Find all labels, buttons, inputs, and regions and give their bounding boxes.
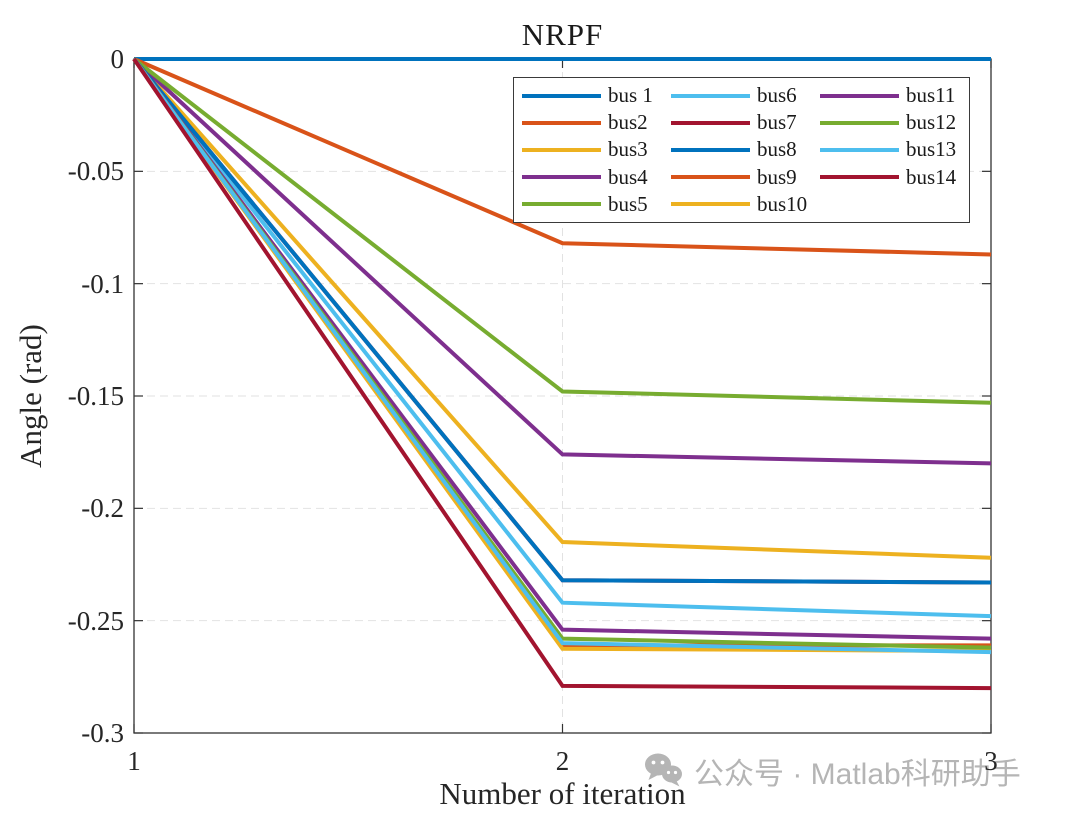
legend-item-bus9: bus9: [671, 165, 820, 190]
x-axis-label: Number of iteration: [439, 776, 686, 811]
legend-label: bus3: [608, 137, 648, 162]
legend-label: bus12: [906, 110, 957, 135]
legend-label: bus11: [906, 83, 956, 108]
legend-label: bus5: [608, 191, 648, 216]
series-line-bus8: [132, 57, 992, 585]
legend: bus 1 bus2 bus3 bus4 bus5 bus6 bus7 bus8 bus9 bus…: [513, 77, 970, 223]
legend-line-sample: [522, 93, 601, 98]
legend-line-sample: [671, 93, 750, 98]
series-line-bus3: [132, 57, 992, 560]
legend-label: bus14: [906, 164, 957, 189]
legend-label: bus13: [906, 137, 957, 162]
legend-line-sample: [671, 202, 750, 207]
series-line-bus4: [132, 57, 992, 466]
watermark-text: 公众号 · Matlab科研助手: [694, 758, 1021, 791]
wechat-icon: [645, 753, 682, 787]
series-line-bus13: [132, 57, 992, 655]
series-line-bus2: [133, 57, 992, 257]
legend-item-bus13: bus13: [820, 137, 969, 162]
legend-label: bus6: [757, 83, 797, 108]
series-line-bus5: [132, 57, 992, 405]
legend-label: bus4: [608, 164, 648, 189]
legend-item-bus3: bus3: [522, 137, 671, 162]
legend-item-bus7: bus7: [671, 110, 820, 135]
legend-item-bus11: bus11: [820, 83, 969, 108]
y-tick-label: -0.05: [67, 156, 124, 187]
grid-lines: [134, 59, 991, 733]
legend-item-bus6: bus6: [671, 83, 820, 108]
series-line-bus14: [132, 57, 992, 691]
data-series: [132, 57, 992, 691]
y-tick-label: -0.3: [81, 718, 124, 748]
legend-item-bus4: bus4: [522, 165, 671, 190]
legend-item-bus10: bus10: [671, 192, 820, 217]
legend-item-bus8: bus8: [671, 137, 820, 162]
y-tick-label: -0.25: [67, 605, 124, 636]
legend-item-bus12: bus12: [820, 110, 969, 135]
legend-line-sample: [522, 147, 601, 152]
legend-line-sample: [820, 120, 899, 125]
legend-line-sample: [820, 93, 899, 98]
legend-line-sample: [522, 175, 601, 180]
legend-line-sample: [671, 147, 750, 152]
y-tick-label: -0.15: [67, 381, 124, 411]
legend-label: bus9: [757, 164, 797, 189]
legend-item-bus2: bus2: [522, 110, 671, 135]
x-tick-label: 3: [984, 746, 998, 776]
legend-item-bus1: bus 1: [522, 83, 671, 108]
series-line-bus6: [132, 57, 992, 619]
legend-line-sample: [820, 147, 899, 152]
legend-line-sample: [671, 175, 750, 180]
x-tick-label: 2: [555, 746, 570, 776]
legend-label: bus 1: [608, 83, 653, 108]
tick-marks: [133, 58, 992, 734]
x-tick-label: 1: [127, 746, 141, 776]
y-tick-label: -0.2: [81, 493, 124, 524]
legend-item-bus14: bus14: [820, 165, 969, 190]
watermark: 公众号 · Matlab科研助手: [642, 749, 1021, 793]
legend-line-sample: [820, 175, 899, 180]
legend-item-bus5: bus5: [522, 192, 671, 217]
legend-label: bus10: [757, 191, 808, 216]
legend-line-sample: [522, 120, 601, 125]
legend-line-sample: [522, 202, 601, 207]
legend-label: bus8: [757, 137, 797, 162]
y-tick-label: -0.1: [81, 268, 124, 299]
legend-line-sample: [671, 120, 750, 125]
legend-label: bus7: [757, 110, 797, 135]
chart-title: NRPF: [521, 17, 604, 52]
y-tick-label: 0: [110, 44, 125, 74]
legend-label: bus2: [608, 110, 648, 135]
